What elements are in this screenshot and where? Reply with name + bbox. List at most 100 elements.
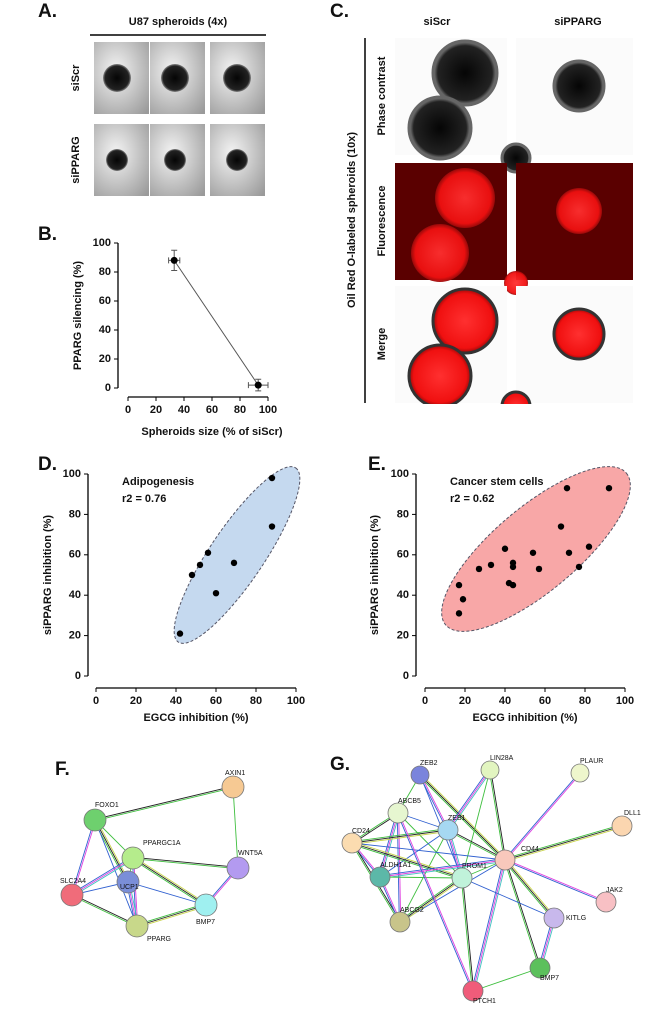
edge bbox=[137, 905, 207, 928]
node bbox=[494, 849, 516, 871]
row-label: siScr bbox=[70, 64, 82, 92]
spheroid bbox=[556, 188, 602, 234]
edge bbox=[503, 860, 554, 920]
edge bbox=[379, 858, 505, 877]
node bbox=[387, 802, 409, 824]
y-axis-label: PPARG silencing (%) bbox=[72, 261, 84, 371]
network: ZEB2 LIN28A PLAUR DLL1 ABCB5 ZEB1 CD24 CD44 ALDH… bbox=[341, 755, 641, 1005]
node bbox=[60, 883, 84, 907]
point bbox=[204, 549, 212, 556]
node-label: AXIN1 bbox=[225, 770, 245, 777]
edge bbox=[95, 787, 234, 822]
point bbox=[455, 581, 463, 589]
edge bbox=[378, 812, 398, 877]
point bbox=[459, 596, 467, 603]
edge bbox=[133, 856, 239, 868]
point bbox=[565, 549, 573, 556]
edge bbox=[94, 819, 138, 927]
point bbox=[230, 559, 238, 567]
node-label: PLAUR bbox=[580, 758, 603, 765]
point bbox=[170, 256, 178, 264]
edge bbox=[94, 785, 233, 820]
point bbox=[575, 563, 583, 571]
node-label: ZEB1 bbox=[448, 815, 466, 822]
spheroid bbox=[407, 95, 473, 161]
edge bbox=[461, 877, 555, 919]
edge bbox=[351, 829, 449, 844]
y-tick-label: 20 bbox=[99, 353, 111, 365]
edge bbox=[398, 812, 475, 991]
node bbox=[462, 980, 484, 1002]
mask bbox=[380, 404, 640, 434]
node-label: ABCB5 bbox=[398, 798, 421, 805]
y-tick-label: 20 bbox=[69, 630, 81, 642]
spheroid bbox=[223, 64, 251, 92]
edge bbox=[473, 860, 507, 992]
edge bbox=[70, 819, 95, 895]
y-tick-label: 40 bbox=[397, 589, 409, 601]
x-axis-label: Spheroids size (% of siScr) bbox=[141, 426, 283, 438]
node-label: LIN28A bbox=[490, 755, 514, 762]
x-tick-label: 60 bbox=[210, 695, 222, 707]
annotation: r2 = 0.62 bbox=[450, 493, 494, 505]
edge bbox=[72, 893, 138, 926]
edge bbox=[420, 773, 507, 860]
edge bbox=[396, 813, 400, 923]
row-label: Phase contrast bbox=[376, 56, 388, 135]
edge bbox=[133, 856, 208, 905]
x-tick-label: 0 bbox=[125, 404, 131, 416]
spheroid bbox=[161, 64, 189, 92]
point bbox=[501, 545, 509, 552]
x-tick-label: 60 bbox=[206, 404, 218, 416]
edge bbox=[380, 813, 400, 878]
y-tick-label: 60 bbox=[397, 549, 409, 561]
edge bbox=[505, 859, 542, 968]
node bbox=[116, 870, 140, 894]
edge bbox=[472, 859, 506, 992]
node-label: FOXO1 bbox=[95, 802, 119, 809]
node bbox=[595, 891, 617, 913]
x-tick-label: 100 bbox=[259, 404, 277, 416]
edge bbox=[505, 773, 581, 861]
x-tick-label: 100 bbox=[287, 695, 305, 707]
panel-label: E. bbox=[368, 454, 386, 475]
x-tick-label: 80 bbox=[579, 695, 591, 707]
node bbox=[437, 819, 459, 841]
edge bbox=[398, 812, 402, 922]
edge bbox=[131, 858, 206, 907]
node-label: SLC2A4 bbox=[60, 878, 86, 885]
spheroid bbox=[552, 59, 606, 113]
point bbox=[563, 484, 571, 492]
y-tick-label: 60 bbox=[69, 549, 81, 561]
node bbox=[121, 846, 145, 870]
row-label: Merge bbox=[376, 328, 388, 360]
point bbox=[196, 561, 204, 569]
node bbox=[83, 808, 107, 832]
x-axis-label: EGCG inhibition (%) bbox=[472, 712, 577, 724]
edge bbox=[132, 858, 238, 870]
edge bbox=[447, 769, 491, 831]
spheroid bbox=[552, 307, 606, 361]
spheroid bbox=[407, 343, 473, 409]
edge bbox=[232, 786, 239, 869]
spheroid bbox=[411, 224, 469, 282]
point bbox=[529, 549, 537, 556]
edge bbox=[352, 841, 463, 878]
edge bbox=[379, 812, 399, 878]
spheroid bbox=[435, 168, 495, 228]
panel-label: B. bbox=[38, 224, 57, 245]
node bbox=[341, 832, 363, 854]
edge bbox=[448, 770, 492, 832]
node bbox=[480, 760, 500, 780]
edge bbox=[504, 860, 606, 904]
spheroid bbox=[431, 39, 499, 107]
node-label: PPARGC1A bbox=[143, 840, 181, 847]
x-tick-label: 20 bbox=[130, 695, 142, 707]
y-tick-label: 40 bbox=[69, 589, 81, 601]
node-label: BMP7 bbox=[540, 975, 559, 982]
edge bbox=[461, 769, 491, 879]
edge bbox=[504, 772, 580, 860]
edge bbox=[351, 843, 462, 880]
point bbox=[605, 484, 613, 492]
